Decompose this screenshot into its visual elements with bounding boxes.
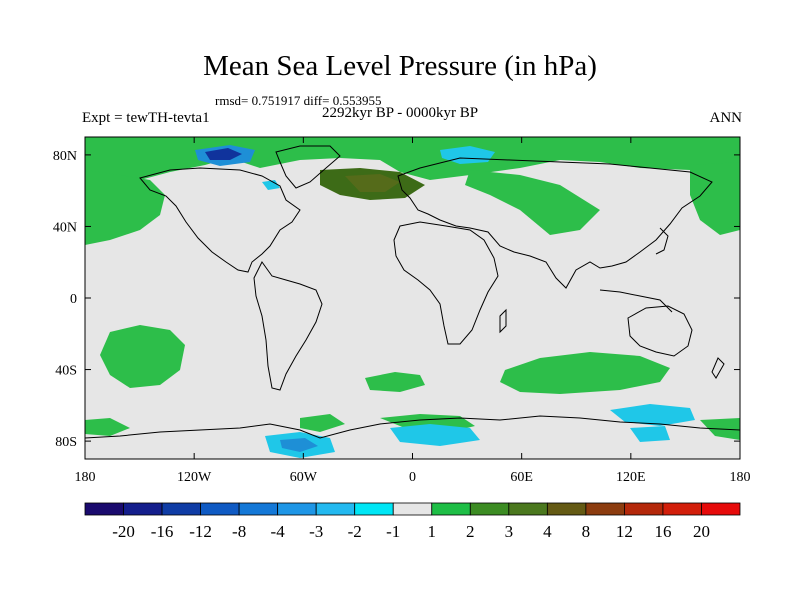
experiment-label: Expt = tewTH-tevta1 <box>82 110 210 126</box>
south-pacific-positive-field <box>100 325 185 388</box>
colorbar-swatch <box>238 502 279 516</box>
africa-coastline <box>393 221 499 345</box>
northwest-pacific-positive-field <box>690 162 740 235</box>
antarctic-negative-field-d <box>630 426 670 442</box>
coastlines <box>85 145 740 439</box>
colorbar: -20 -16 -12 -8 -4 -3 -2 -1 1 2 3 4 8 12 16 20 <box>84 502 741 541</box>
colorbar-swatch <box>315 502 356 516</box>
colorbar-swatch <box>431 502 471 516</box>
colorbar-label: 4 <box>543 522 552 541</box>
colorbar-swatch <box>354 502 394 516</box>
colorbar-swatch <box>546 502 587 516</box>
south-america-coastline <box>253 261 323 391</box>
greenland-strong-negative-field <box>205 148 242 160</box>
colorbar-label: 2 <box>466 522 475 541</box>
southern-indian-ocean-positive-field <box>500 352 670 394</box>
colorbar-swatch <box>392 502 433 516</box>
colorbar-swatch <box>469 502 510 516</box>
colorbar-label: -20 <box>112 522 135 541</box>
madagascar-coastline <box>499 308 507 334</box>
colorbar-label: -1 <box>386 522 400 541</box>
colorbar-swatch <box>200 502 240 516</box>
stats-label: rmsd= 0.751917 diff= 0.553955 <box>215 93 382 108</box>
y-tick-label: 80S <box>55 435 77 450</box>
x-tick-label: 120E <box>616 470 646 485</box>
anomaly-fields <box>85 137 740 458</box>
y-tick-label: 0 <box>70 292 77 307</box>
colorbar-label: -12 <box>189 522 212 541</box>
south-atlantic-positive-field <box>365 372 425 392</box>
colorbar-swatch <box>701 502 741 516</box>
antarctic-negative-field-b <box>390 424 480 446</box>
eurasia-coastline <box>397 157 713 289</box>
north-pacific-positive-field <box>85 170 165 245</box>
arctic-positive-field <box>85 137 740 180</box>
maritime-continent-coastline <box>599 289 673 313</box>
southern-ocean-positive-field-a <box>300 414 345 432</box>
antarctica-coastline <box>85 415 740 439</box>
colorbar-swatch <box>508 502 548 516</box>
x-tick-label: 180 <box>730 470 751 485</box>
x-tick-label: 60W <box>290 470 318 485</box>
y-tick-label: 80N <box>53 149 77 164</box>
japan-coastline <box>655 227 669 255</box>
antarctic-negative-field-c <box>610 404 695 426</box>
southern-ocean-positive-field-b <box>85 418 130 436</box>
period-label: 2292kyr BP - 0000kyr BP <box>322 105 479 121</box>
colorbar-label: 1 <box>428 522 437 541</box>
greenland-coastline <box>275 145 341 189</box>
colorbar-label: -4 <box>271 522 286 541</box>
colorbar-label: -2 <box>348 522 362 541</box>
colorbar-label: -16 <box>151 522 174 541</box>
y-axis: 80N 40N 0 40S 80S <box>53 149 740 450</box>
colorbar-label: 20 <box>693 522 710 541</box>
north-america-coastline <box>139 167 301 273</box>
colorbar-swatch <box>123 502 163 516</box>
x-axis: 180 120W 60W 0 60E 120E 180 <box>75 137 751 485</box>
colorbar-label: -8 <box>232 522 246 541</box>
europe-strong-positive-field <box>345 174 400 192</box>
new-zealand-coastline <box>711 357 725 379</box>
colorbar-label: 12 <box>616 522 633 541</box>
x-tick-label: 180 <box>75 470 96 485</box>
colorbar-label: -3 <box>309 522 323 541</box>
x-tick-label: 0 <box>409 470 416 485</box>
season-label: ANN <box>709 110 743 126</box>
colorbar-swatch <box>277 502 317 516</box>
colorbar-swatch <box>662 502 702 516</box>
australia-coastline <box>627 305 693 357</box>
antarctic-strong-negative-field <box>280 438 318 452</box>
colorbar-swatch <box>161 502 201 516</box>
x-tick-label: 60E <box>510 470 533 485</box>
y-tick-label: 40S <box>55 364 77 379</box>
colorbar-label: 3 <box>505 522 514 541</box>
colorbar-swatch <box>585 502 625 516</box>
y-tick-label: 40N <box>53 220 77 235</box>
colorbar-label: 8 <box>582 522 591 541</box>
colorbar-swatch <box>624 502 664 516</box>
colorbar-label: 16 <box>654 522 671 541</box>
asia-positive-field <box>465 170 600 235</box>
x-tick-label: 120W <box>177 470 212 485</box>
map-title: Mean Sea Level Pressure (in hPa) <box>203 50 597 82</box>
colorbar-swatch <box>84 502 124 516</box>
labrador-negative-field <box>262 180 280 190</box>
